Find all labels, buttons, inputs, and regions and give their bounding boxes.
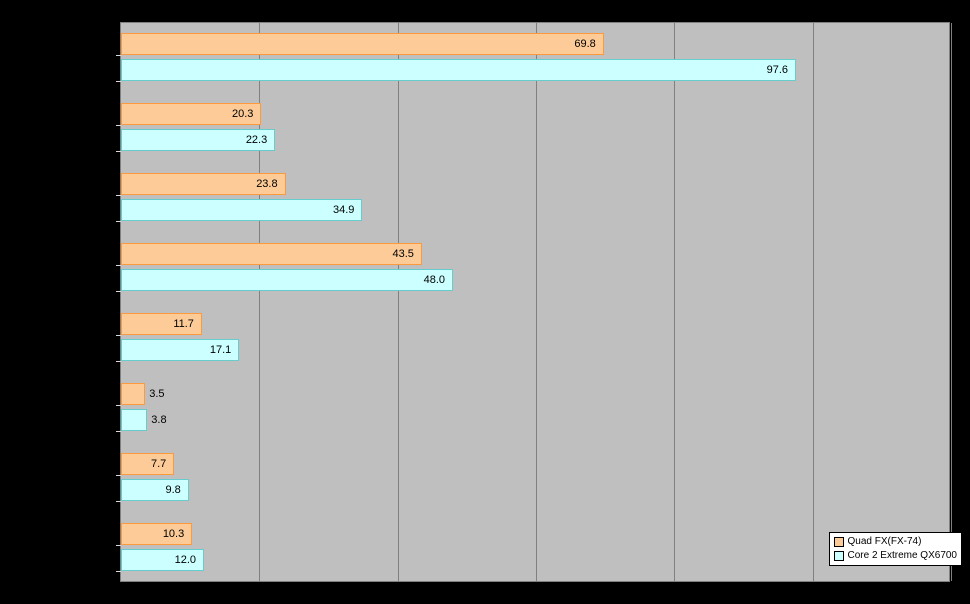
gridline	[536, 23, 537, 581]
chart-plot-area: 69.8 97.6 20.3 22.3 23.8 34.9 43.5 48.0 11.7 17.1…	[120, 22, 950, 582]
bar-value-label: 97.6	[121, 59, 788, 81]
bar-value-label: 69.8	[121, 33, 596, 55]
bar-value-label: 48.0	[121, 269, 445, 291]
bar-value-label: 10.3	[121, 523, 184, 545]
y-tick	[116, 405, 121, 406]
y-tick	[116, 545, 121, 546]
bar-value-label: 9.8	[121, 479, 181, 501]
bar-value-label: 22.3	[121, 129, 267, 151]
gridline	[674, 23, 675, 581]
y-tick	[116, 335, 121, 336]
bar-value-label: 11.7	[121, 313, 194, 335]
bar-value-label: 12.0	[121, 549, 196, 571]
y-tick	[116, 291, 121, 292]
bar-value-label: 17.1	[121, 339, 231, 361]
bar-value-label: 43.5	[121, 243, 414, 265]
legend-swatch-icon	[834, 551, 844, 561]
gridline	[951, 23, 952, 581]
bar-value-label: 3.5	[149, 383, 164, 405]
legend-item: Quad FX(FX-74)	[834, 535, 958, 549]
legend-swatch-icon	[834, 537, 844, 547]
y-tick	[116, 265, 121, 266]
y-tick	[116, 81, 121, 82]
y-tick	[116, 361, 121, 362]
y-tick	[116, 571, 121, 572]
y-tick	[116, 125, 121, 126]
legend-label: Core 2 Extreme QX6700	[848, 549, 958, 563]
legend-label: Quad FX(FX-74)	[848, 535, 922, 549]
legend-item: Core 2 Extreme QX6700	[834, 549, 958, 563]
bar-value-label: 23.8	[121, 173, 278, 195]
y-tick	[116, 151, 121, 152]
bar-value-label: 7.7	[121, 453, 166, 475]
y-tick	[116, 55, 121, 56]
bar-b	[121, 409, 147, 431]
gridline	[813, 23, 814, 581]
gridline	[398, 23, 399, 581]
y-tick	[116, 501, 121, 502]
bar-value-label: 20.3	[121, 103, 253, 125]
legend: Quad FX(FX-74) Core 2 Extreme QX6700	[829, 532, 963, 566]
y-tick	[116, 431, 121, 432]
y-tick	[116, 221, 121, 222]
y-tick	[116, 195, 121, 196]
bar-value-label: 3.8	[151, 409, 166, 431]
bar-value-label: 34.9	[121, 199, 354, 221]
y-tick	[116, 475, 121, 476]
bar-a	[121, 383, 145, 405]
